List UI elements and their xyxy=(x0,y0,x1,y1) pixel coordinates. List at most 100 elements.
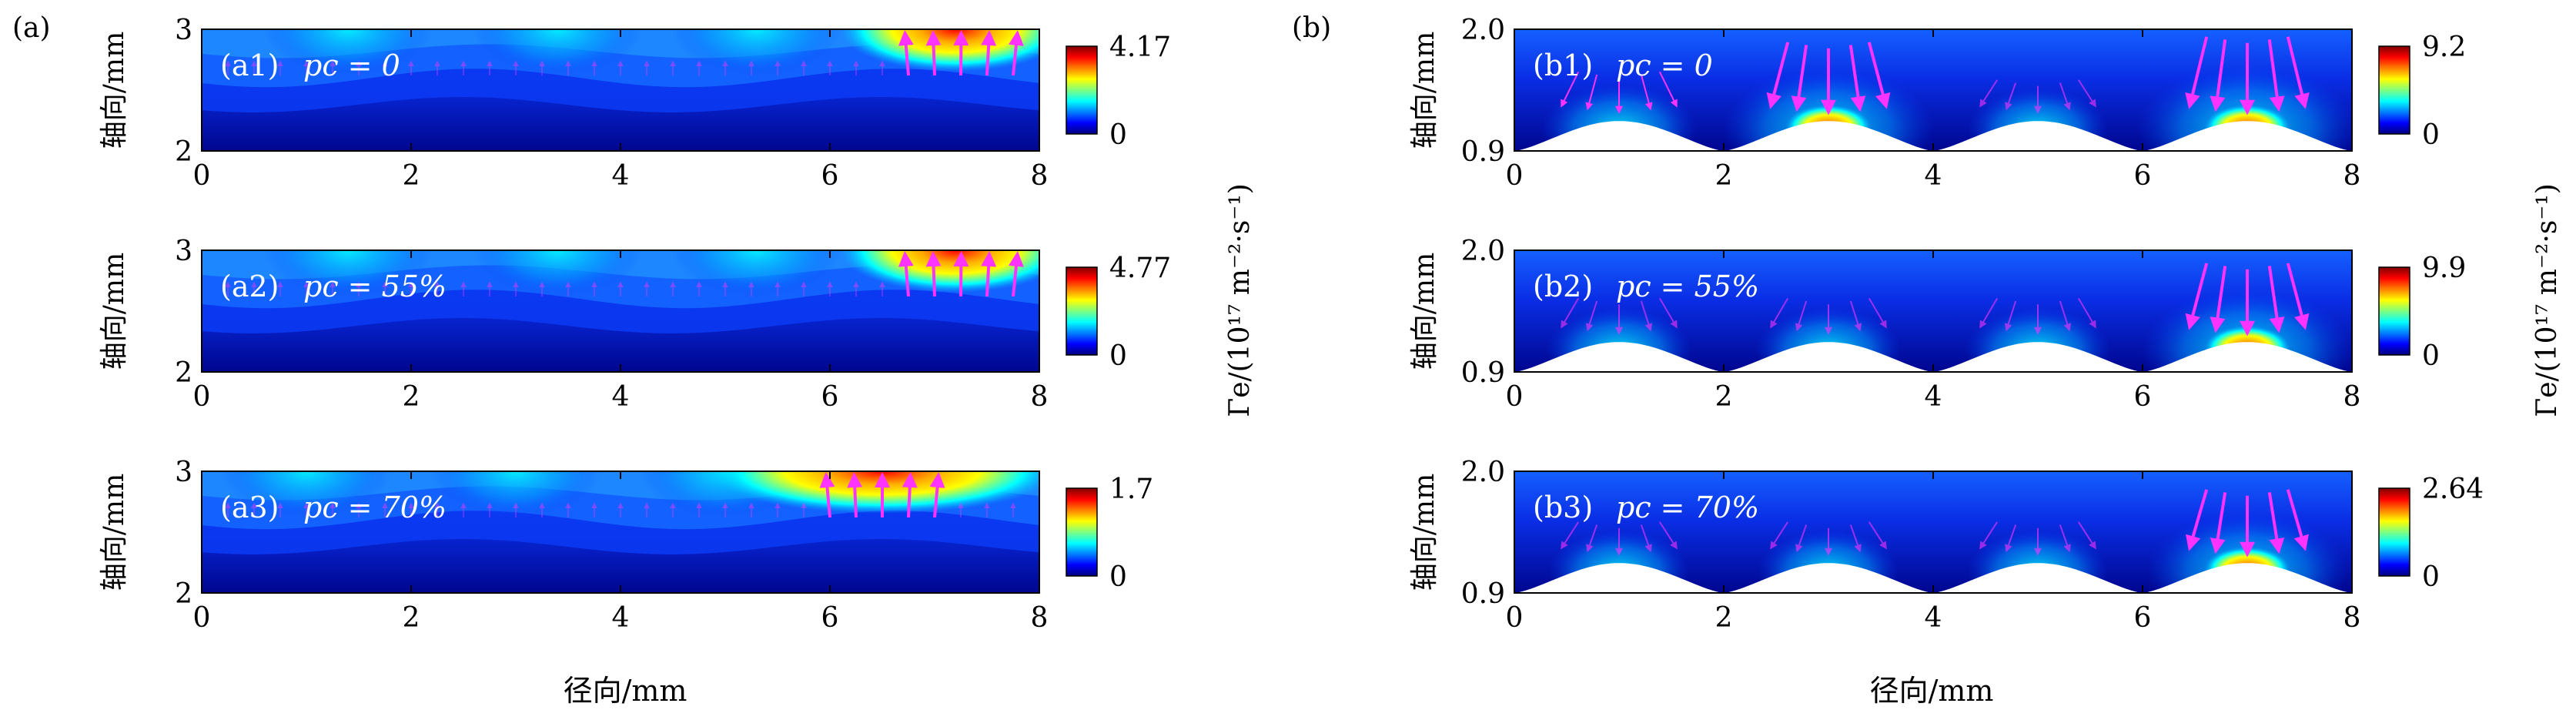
flux-arrow-b1 xyxy=(2286,36,2310,109)
flux-arrow-b1 xyxy=(2059,82,2071,111)
flux-arrow-b3 xyxy=(1586,524,1598,553)
y-tick-label-b1: 0.9 xyxy=(1461,136,1505,168)
y-tick-label-b3: 2.0 xyxy=(1461,457,1505,488)
y-tick-label-a2: 3 xyxy=(175,236,192,267)
flux-arrow-b3 xyxy=(2005,524,2017,553)
x-tick-label-a3: 8 xyxy=(1031,602,1049,634)
x-tick-label-b1: 0 xyxy=(1506,160,1524,192)
flux-arrow-b2 xyxy=(1849,300,1862,332)
panel-b1: (b1) pc = 0 0 2 4 6 8 0.9 2.0 轴向/mm 9.2 0 xyxy=(1409,15,2466,192)
flux-arrow-a1 xyxy=(981,30,997,76)
x-tick-label-b2: 2 xyxy=(1715,381,1733,413)
y-tick-label-b3: 0.9 xyxy=(1461,578,1505,610)
flux-arrow-b2 xyxy=(1585,300,1598,332)
colorbar-min-a2: 0 xyxy=(1109,340,1127,372)
x-tick-label-a3: 0 xyxy=(193,602,211,634)
x-tick-label-a2: 2 xyxy=(403,381,420,413)
flux-arrow-b1 xyxy=(1640,74,1653,111)
flux-arrow-b1 xyxy=(2267,39,2285,112)
flux-arrow-b3 xyxy=(1979,521,1999,550)
x-tick-label-a1: 8 xyxy=(1031,160,1049,192)
x-tick-label-b1: 4 xyxy=(1925,160,1942,192)
flux-arrow-b2 xyxy=(2286,263,2310,330)
flux-arrow-b3 xyxy=(2210,492,2227,554)
x-tick-label-a3: 4 xyxy=(612,602,630,634)
flux-arrow-a3 xyxy=(819,472,835,518)
flux-arrow-b2 xyxy=(2004,300,2017,332)
y-axis-title-a1: 轴向/mm xyxy=(99,32,130,149)
y-tick-label-a3: 3 xyxy=(175,457,192,488)
panel-condition-b1: pc = 0 xyxy=(1616,49,1713,82)
y-axis-title-a2: 轴向/mm xyxy=(99,253,130,370)
colorbar-min-a3: 0 xyxy=(1109,561,1127,593)
colorbar-min-b3: 0 xyxy=(2422,561,2440,593)
x-tick-label-b3: 4 xyxy=(1925,602,1942,634)
group-label-b: (b) xyxy=(1292,12,1331,44)
electrode-surface-b3 xyxy=(1514,563,2352,593)
field-hotspot-a3 xyxy=(705,471,1039,514)
field-glow-a3 xyxy=(222,471,391,517)
flux-arrow-b2 xyxy=(1770,297,1789,329)
x-tick-label-b2: 6 xyxy=(2134,381,2152,413)
flux-arrow-b1 xyxy=(2005,82,2017,111)
x-tick-label-a2: 6 xyxy=(821,381,839,413)
flux-arrow-b3 xyxy=(2286,489,2309,551)
flux-arrow-b1 xyxy=(1848,45,1866,112)
colorbar-b3 xyxy=(2378,487,2410,577)
x-tick-label-b3: 8 xyxy=(2343,602,2361,634)
panel-condition-b3: pc = 70% xyxy=(1616,491,1759,524)
flux-arrow-b2 xyxy=(1658,297,1678,329)
x-tick-label-b2: 0 xyxy=(1506,381,1524,413)
x-tick-label-b2: 8 xyxy=(2343,381,2361,413)
panel-label-a3: (a3) xyxy=(220,491,279,524)
flux-arrow-b3 xyxy=(2077,521,2096,550)
panel-condition-a2: pc = 55% xyxy=(303,270,447,303)
colorbar-a1 xyxy=(1066,45,1098,135)
flux-arrow-b1 xyxy=(1766,42,1790,109)
flux-arrow-a1 xyxy=(953,30,969,76)
x-axis-title-left: 径向/mm xyxy=(564,674,687,708)
flux-arrow-b3 xyxy=(2059,524,2071,553)
flux-arrow-b1 xyxy=(1585,74,1598,111)
plot-area-a2 xyxy=(202,250,1039,372)
flux-arrow-b2 xyxy=(2185,263,2209,330)
x-tick-label-b3: 0 xyxy=(1506,602,1524,634)
panel-b3: (b3) pc = 70% 0 2 4 6 8 0.9 2.0 轴向/mm 2.64 0 xyxy=(1409,457,2484,634)
y-tick-label-a1: 2 xyxy=(175,136,192,168)
colorbar-a2 xyxy=(1066,266,1098,356)
colorbar-min-b2: 0 xyxy=(2422,340,2440,372)
panel-b2: (b2) pc = 55% 0 2 4 6 8 0.9 2.0 轴向/mm 9.9 0 xyxy=(1409,236,2466,413)
colorbar-title-text-left: Γe/(10¹⁷ m⁻²·s⁻¹) xyxy=(1224,183,1256,417)
plot-area-a1 xyxy=(202,29,1039,151)
flux-arrow-a3 xyxy=(847,472,863,518)
flux-arrow-b1 xyxy=(1867,42,1891,109)
flux-arrow-b2 xyxy=(2077,297,2096,329)
panel-condition-a1: pc = 0 xyxy=(303,49,400,82)
flux-arrow-b1 xyxy=(2185,36,2209,109)
y-tick-label-a2: 2 xyxy=(175,357,192,389)
flux-arrow-b1 xyxy=(1561,71,1580,108)
colorbar-max-a2: 4.77 xyxy=(1109,253,1171,284)
field-glow-a1 xyxy=(671,29,841,75)
y-tick-label-a3: 2 xyxy=(175,578,192,610)
flux-arrow-a2 xyxy=(898,251,914,297)
flux-arrow-a3 xyxy=(902,472,918,518)
flux-arrow-b2 xyxy=(1795,300,1808,332)
flux-arrow-a2 xyxy=(925,251,942,297)
flux-arrow-b2 xyxy=(2267,266,2285,333)
field-glow-a2 xyxy=(671,250,841,296)
y-axis-title-b2: 轴向/mm xyxy=(1409,253,1440,370)
colorbar-axis-title-right: Γe/(10¹⁷ m⁻²·s⁻¹) xyxy=(2531,183,2563,417)
flux-arrow-b3 xyxy=(1640,524,1652,553)
x-tick-label-a2: 4 xyxy=(612,381,630,413)
flux-arrow-a2 xyxy=(1008,251,1024,297)
y-tick-label-b1: 2.0 xyxy=(1461,15,1505,46)
colorbar-max-b3: 2.64 xyxy=(2422,474,2484,505)
flux-arrow-b2 xyxy=(1640,300,1653,332)
panel-label-a2: (a2) xyxy=(220,270,279,303)
flux-arrow-b3 xyxy=(1770,521,1789,550)
y-axis-title-b3: 轴向/mm xyxy=(1409,474,1440,591)
flux-arrow-b2 xyxy=(2210,266,2227,333)
